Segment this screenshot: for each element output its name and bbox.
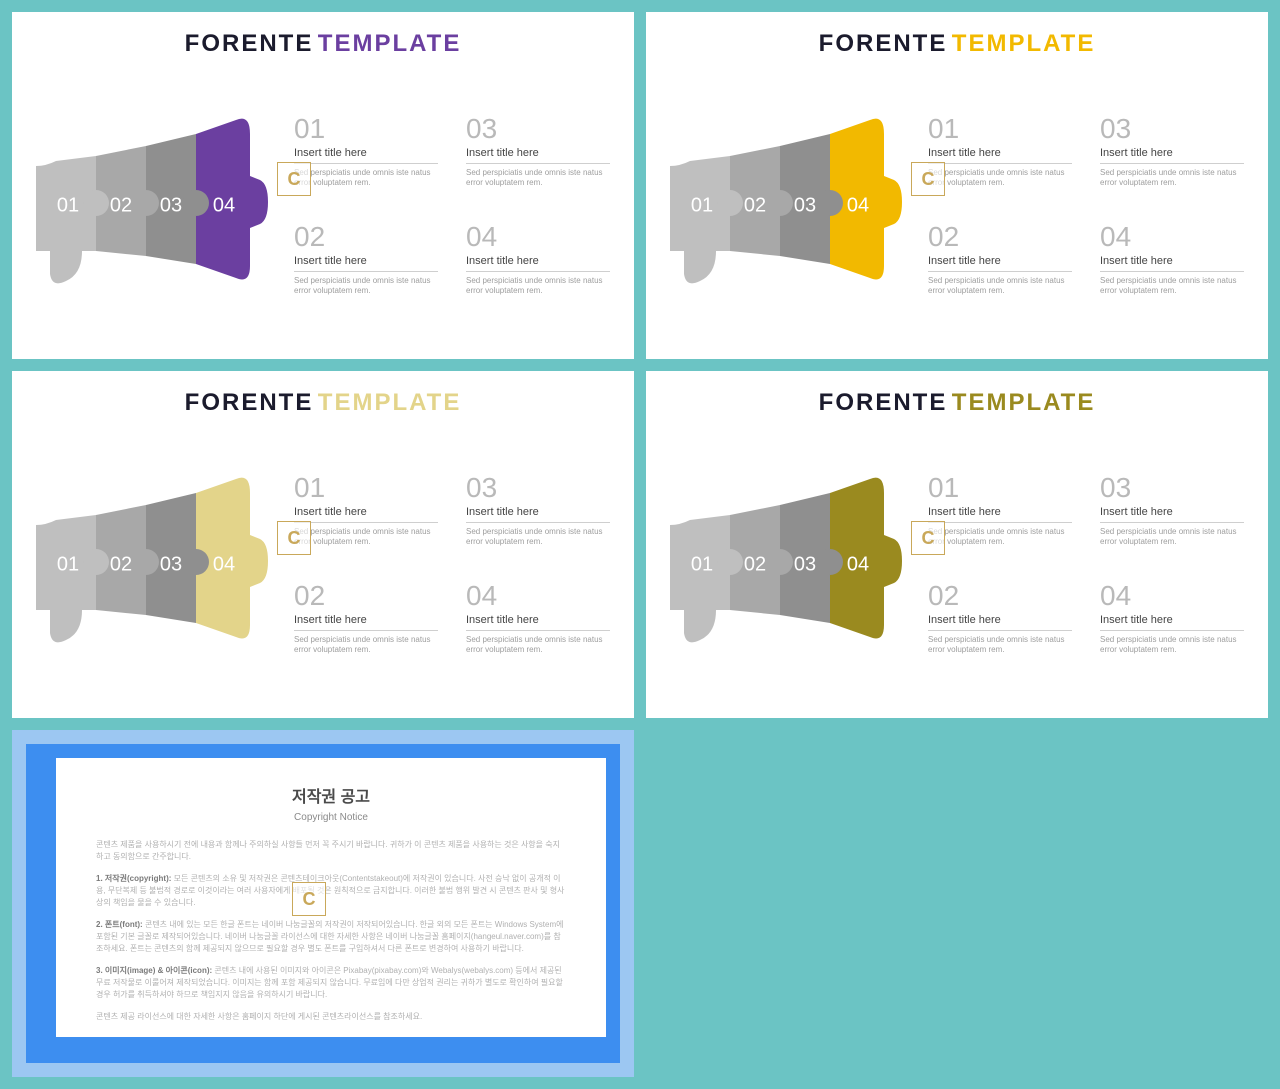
template-slide-amber: FORENTE TEMPLATE 01 02 03 04	[646, 12, 1268, 359]
watermark-icon: C	[292, 882, 326, 916]
svg-text:01: 01	[691, 553, 713, 575]
item-body: Sed perspiciatis unde omnis iste natus e…	[294, 168, 438, 189]
svg-text:01: 01	[57, 553, 79, 575]
copyright-sec-3: 3. 이미지(image) & 아이콘(icon): 콘텐츠 내에 사용된 이미…	[96, 965, 566, 1001]
slide-grid: FORENTE TEMPLATE 01 02 03 04	[0, 0, 1280, 1089]
item-04: 04 Insert title here Sed perspiciatis un…	[1100, 582, 1244, 656]
slide-title: FORENTE TEMPLATE	[36, 30, 610, 58]
title-word-2: TEMPLATE	[318, 389, 462, 416]
seg-label-03: 03	[160, 194, 182, 216]
slide-content: 01 02 03 04 01 Insert title here Sed per…	[670, 66, 1244, 345]
slide-title: FORENTE TEMPLATE	[36, 389, 610, 417]
copyright-subtitle: Copyright Notice	[96, 810, 566, 825]
megaphone-diagram: 01 02 03 04	[670, 106, 910, 306]
megaphone-diagram: 01 02 03 04	[36, 106, 276, 306]
item-02: 02 Insert title here Sed perspiciatis un…	[928, 223, 1072, 297]
copyright-sec-2-body: 콘텐츠 내에 있는 모든 한글 폰트는 네이버 나눔글꼴의 저작권이 저작되어있…	[96, 920, 563, 953]
item-04: 04 Insert title here Sed perspiciatis un…	[466, 582, 610, 656]
text-grid: 01 Insert title here Sed perspiciatis un…	[294, 115, 610, 297]
copyright-sec-3-head: 3. 이미지(image) & 아이콘(icon):	[96, 966, 212, 975]
item-body: Sed perspiciatis unde omnis iste natus e…	[466, 276, 610, 297]
item-03: 03 Insert title here Sed perspiciatis un…	[1100, 474, 1244, 548]
copyright-sec-2-head: 2. 폰트(font):	[96, 920, 143, 929]
svg-text:04: 04	[847, 194, 869, 216]
item-04: 04 Insert title here Sed perspiciatis un…	[466, 223, 610, 297]
item-num: 02	[294, 223, 438, 251]
item-title: Insert title here	[466, 255, 610, 272]
item-num: 01	[294, 115, 438, 143]
slide-title: FORENTE TEMPLATE	[670, 389, 1244, 417]
svg-text:02: 02	[744, 553, 766, 575]
copyright-sec-1: 1. 저작권(copyright): 모든 콘텐츠의 소유 및 저작권은 콘텐츠…	[96, 873, 566, 909]
template-slide-cream: FORENTE TEMPLATE 01 02 03 04	[12, 371, 634, 718]
item-title: Insert title here	[294, 255, 438, 272]
copyright-panel: 저작권 공고 Copyright Notice 콘텐츠 제품을 사용하시기 전에…	[56, 758, 606, 1037]
seg-label-01: 01	[57, 194, 79, 216]
svg-text:03: 03	[794, 553, 816, 575]
item-num: 04	[466, 223, 610, 251]
megaphone-diagram: 01 02 03 04	[36, 465, 276, 665]
title-word-1: FORENTE	[819, 30, 948, 57]
svg-text:04: 04	[847, 553, 869, 575]
text-grid: 01 Insert title here Sed perspiciatis un…	[294, 474, 610, 656]
seg-label-04: 04	[213, 194, 235, 216]
item-title: Insert title here	[466, 147, 610, 164]
item-body: Sed perspiciatis unde omnis iste natus e…	[294, 276, 438, 297]
text-grid: 01 Insert title here Sed perspiciatis un…	[928, 115, 1244, 297]
slide-content: 01 02 03 04 01 Insert title here Sed per…	[36, 425, 610, 704]
watermark-icon: C	[277, 162, 311, 196]
template-slide-olive: FORENTE TEMPLATE 01 02 03 04	[646, 371, 1268, 718]
item-01: 01 Insert title here Sed perspiciatis un…	[928, 115, 1072, 189]
item-01: 01 Insert title here Sed perspiciatis un…	[928, 474, 1072, 548]
item-01: 01 Insert title here Sed perspiciatis un…	[294, 115, 438, 189]
svg-text:03: 03	[794, 194, 816, 216]
template-slide-purple: FORENTE TEMPLATE 01 02 03 04	[12, 12, 634, 359]
item-03: 03 Insert title here Sed perspiciatis un…	[1100, 115, 1244, 189]
title-word-1: FORENTE	[819, 389, 948, 416]
title-word-2: TEMPLATE	[952, 389, 1096, 416]
slide-content: 01 02 03 04 01 Insert title here Sed per…	[36, 66, 610, 345]
item-02: 02 Insert title here Sed perspiciatis un…	[928, 582, 1072, 656]
copyright-intro: 콘텐츠 제품을 사용하시기 전에 내용과 함께나 주의하실 사항들 먼저 꼭 주…	[96, 839, 566, 863]
svg-text:04: 04	[213, 553, 235, 575]
megaphone-diagram: 01 02 03 04	[670, 465, 910, 665]
slide-content: 01 02 03 04 01 Insert title here Sed per…	[670, 425, 1244, 704]
svg-text:03: 03	[160, 553, 182, 575]
item-02: 02 Insert title here Sed perspiciatis un…	[294, 223, 438, 297]
item-03: 03 Insert title here Sed perspiciatis un…	[466, 115, 610, 189]
item-body: Sed perspiciatis unde omnis iste natus e…	[466, 168, 610, 189]
slide-title: FORENTE TEMPLATE	[670, 30, 1244, 58]
watermark-icon: C	[911, 521, 945, 555]
svg-text:02: 02	[744, 194, 766, 216]
text-grid: 01 Insert title here Sed perspiciatis un…	[928, 474, 1244, 656]
copyright-outro: 콘텐츠 제공 라이선스에 대한 자세한 사항은 홈페이지 하단에 게시된 콘텐츠…	[96, 1011, 566, 1023]
copyright-sec-1-head: 1. 저작권(copyright):	[96, 874, 171, 883]
watermark-icon: C	[911, 162, 945, 196]
empty-cell	[646, 730, 1268, 1077]
copyright-title: 저작권 공고	[96, 786, 566, 810]
item-title: Insert title here	[294, 147, 438, 164]
copyright-slide: 저작권 공고 Copyright Notice 콘텐츠 제품을 사용하시기 전에…	[12, 730, 634, 1077]
item-02: 02 Insert title here Sed perspiciatis un…	[294, 582, 438, 656]
watermark-icon: C	[277, 521, 311, 555]
title-word-1: FORENTE	[185, 389, 314, 416]
seg-label-02: 02	[110, 194, 132, 216]
svg-text:01: 01	[691, 194, 713, 216]
svg-text:02: 02	[110, 553, 132, 575]
item-04: 04 Insert title here Sed perspiciatis un…	[1100, 223, 1244, 297]
title-word-2: TEMPLATE	[318, 30, 462, 57]
title-word-2: TEMPLATE	[952, 30, 1096, 57]
item-03: 03 Insert title here Sed perspiciatis un…	[466, 474, 610, 548]
item-num: 03	[466, 115, 610, 143]
copyright-sec-2: 2. 폰트(font): 콘텐츠 내에 있는 모든 한글 폰트는 네이버 나눔글…	[96, 919, 566, 955]
title-word-1: FORENTE	[185, 30, 314, 57]
item-01: 01 Insert title here Sed perspiciatis un…	[294, 474, 438, 548]
